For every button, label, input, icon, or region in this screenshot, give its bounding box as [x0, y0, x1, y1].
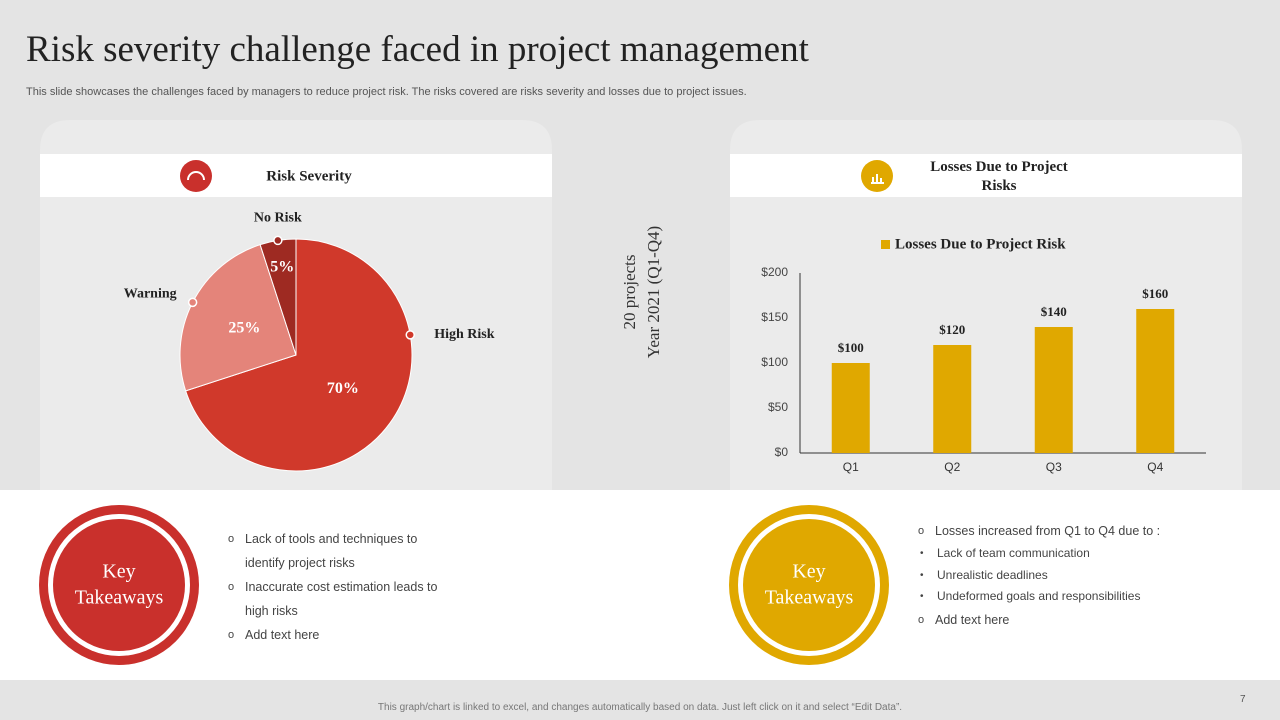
icon: [180, 160, 212, 192]
slide-title: Risk severity challenge faced in project…: [26, 29, 809, 70]
label-marker: [187, 297, 198, 308]
bar: [933, 345, 972, 453]
sub-bullet: Undeformed goals and responsibilities: [918, 586, 1218, 608]
chart-title: Losses Due to Project Risks: [930, 159, 1068, 194]
icon: [871, 174, 884, 184]
legend-label: Losses Due to Project Risk: [895, 236, 1066, 252]
y-tick-label: $50: [768, 400, 788, 414]
bullet-text: Lack of tools and techniques to identify…: [245, 532, 418, 570]
data-label: $140: [1041, 304, 1067, 319]
bar: [1136, 309, 1175, 453]
category-label: Warning: [124, 287, 177, 302]
bullet: Inaccurate cost estimation leads to high…: [228, 575, 443, 623]
data-label: 25%: [228, 319, 260, 336]
x-tick-label: Q3: [1046, 460, 1062, 474]
takeaway-heading: Takeaways: [75, 587, 164, 609]
bullet-text: Add text here: [935, 612, 1010, 627]
takeaway-ring: [743, 519, 875, 651]
footer-note: This graph/chart is linked to excel, and…: [377, 702, 903, 713]
data-label: $120: [939, 322, 965, 337]
category-label: High Risk: [434, 327, 495, 342]
chart-title: Risk Severity: [266, 168, 352, 184]
bullet: Losses increased from Q1 to Q4 due to : L…: [918, 519, 1218, 608]
bullet-text: Add text here: [245, 628, 320, 642]
panel-header: [730, 154, 1242, 197]
label-marker: [405, 330, 415, 340]
pie-slice: [185, 238, 413, 472]
label-marker: [273, 235, 283, 246]
bullet-text: Inaccurate cost estimation leads to high…: [245, 580, 438, 618]
takeaway-ring: [53, 519, 185, 651]
bullet-text: Losses increased from Q1 to Q4 due to :: [935, 524, 1161, 538]
data-label: 70%: [327, 380, 359, 397]
slide-subtitle: This slide showcases the challenges face…: [26, 86, 747, 98]
x-tick-label: Q4: [1147, 460, 1163, 474]
bullet: Lack of tools and techniques to identify…: [228, 527, 443, 575]
panel-header: [40, 154, 552, 197]
sub-bullet: Unrealistic deadlines: [918, 565, 1218, 587]
x-tick-label: Q1: [843, 460, 859, 474]
y-tick-label: $200: [761, 265, 788, 279]
takeaway-list: Losses increased from Q1 to Q4 due to : L…: [918, 519, 1218, 632]
takeaway-heading: Key: [792, 561, 825, 583]
data-label: 5%: [270, 259, 294, 276]
y-tick-label: $150: [761, 310, 788, 324]
category-label: No Risk: [254, 211, 302, 226]
y-tick-label: $100: [761, 355, 788, 369]
sub-list: Lack of team communicationUnrealistic de…: [918, 543, 1218, 608]
y-tick-label: $0: [775, 445, 789, 459]
legend-swatch: [881, 240, 890, 249]
sub-bullet: Lack of team communication: [918, 543, 1218, 565]
bullet: Add text here: [918, 608, 1218, 632]
side-label: Year 2021 (Q1-Q4): [644, 226, 663, 358]
takeaway-list: Lack of tools and techniques to identify…: [228, 527, 443, 647]
page-number: 7: [1240, 694, 1246, 705]
icon: [187, 171, 205, 181]
x-tick-label: Q2: [944, 460, 960, 474]
bar: [831, 363, 870, 453]
bar: [1034, 327, 1073, 453]
takeaway-heading: Key: [102, 561, 135, 583]
footer-band: [0, 680, 1280, 720]
data-label: $160: [1142, 286, 1168, 301]
side-label: 20 projects: [620, 254, 639, 329]
bullet: Add text here: [228, 623, 443, 647]
takeaway-heading: Takeaways: [765, 587, 854, 609]
data-label: $100: [838, 340, 864, 355]
